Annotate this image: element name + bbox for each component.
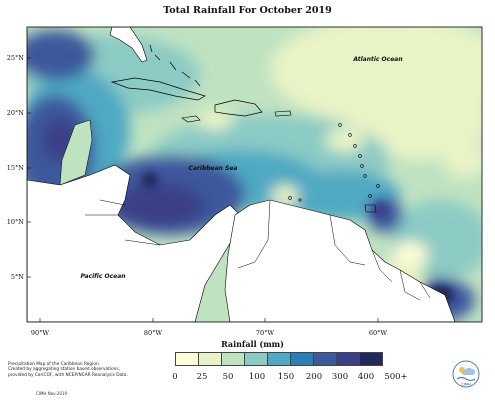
legend-label-0: 0 (172, 372, 178, 382)
legend-label-2: 50 (222, 372, 234, 382)
credit-line-2: provided by CariCOF, with NCEP/NCAR Rean… (8, 372, 128, 378)
credit-text: Precipitation Map of the Caribbean Regio… (8, 362, 128, 378)
lon-label: 60°W (369, 329, 388, 337)
legend-swatch-5 (290, 352, 314, 366)
south-america-land (224, 199, 456, 322)
svg-text:CIMH: CIMH (461, 383, 471, 387)
lat-label: 15°N (7, 164, 25, 172)
florida-land (109, 27, 148, 63)
credit-date: CIMH Nov-2019 (36, 391, 68, 396)
legend-swatch-0 (175, 352, 199, 366)
rainfall-field (27, 27, 482, 322)
cimh-logo: CIMH (452, 360, 480, 388)
lat-label: 25°N (7, 54, 25, 62)
legend-label-4: 150 (277, 372, 295, 382)
ocean-label-atlantic: Atlantic Ocean (352, 56, 402, 63)
legend-label-5: 200 (305, 372, 323, 382)
legend-swatch-8 (359, 352, 383, 366)
lon-label: 80°W (144, 329, 163, 337)
credit-line-0: Precipitation Map of the Caribbean Regio… (8, 362, 101, 367)
credit-line-1: Created by aggregating station based obs… (8, 367, 120, 373)
legend-label-3: 100 (248, 372, 266, 382)
legend-swatch-1 (198, 352, 222, 366)
ocean-label-pacific: Pacific Ocean (80, 273, 125, 280)
lat-label: 10°N (7, 218, 25, 226)
legend-label-6: 300 (331, 372, 349, 382)
lon-label: 70°W (256, 329, 275, 337)
hispaniola-outline (214, 99, 263, 117)
central-america-land (27, 164, 241, 322)
legend-swatch-3 (244, 352, 268, 366)
legend-swatch-6 (313, 352, 337, 366)
cuba-outline (110, 77, 206, 101)
legend-swatch-7 (336, 352, 360, 366)
legend-label-8: 500+ (384, 372, 408, 382)
legend-swatch-4 (267, 352, 291, 366)
ocean-label-caribbean: Caribbean Sea (189, 165, 238, 172)
lat-label: 20°N (7, 109, 25, 117)
legend-title: Rainfall (mm) (221, 339, 284, 349)
lon-label: 90°W (31, 329, 50, 337)
map-title: Total Rainfall For October 2019 (163, 5, 332, 16)
legend-colorbar (175, 352, 383, 366)
legend-swatch-2 (221, 352, 245, 366)
lat-label: 5°N (11, 273, 24, 281)
legend-label-1: 25 (196, 372, 208, 382)
legend-label-7: 400 (357, 372, 375, 382)
